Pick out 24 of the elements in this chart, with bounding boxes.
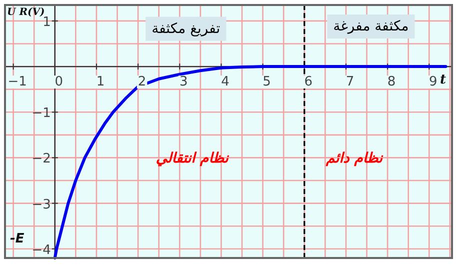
- annotation: -E: [10, 231, 24, 246]
- y-axis-title: U R(V): [7, 7, 46, 18]
- y-tick-label: −2: [32, 152, 51, 167]
- annotation: تفريغ مكثفة: [152, 20, 220, 37]
- x-tick-label: 2: [138, 74, 146, 90]
- x-tick-label: −1: [8, 74, 27, 90]
- x-tick-label: 9: [428, 74, 438, 90]
- y-tick-label: −1: [32, 106, 51, 122]
- x-tick-label: 5: [262, 74, 271, 90]
- x-tick-label: 0: [54, 74, 64, 90]
- line-series: [53, 65, 448, 260]
- x-tick-label: 1: [96, 74, 105, 90]
- annotation: نظام دائم: [325, 150, 384, 167]
- x-axis-title: t: [440, 72, 446, 88]
- annotation: نظام انتقالي: [156, 150, 230, 167]
- annotation: مكثفة مفرغة: [333, 18, 409, 35]
- x-tick-label: 8: [387, 74, 396, 90]
- x-tick-label: 4: [221, 74, 230, 90]
- y-tick-label: −3: [32, 197, 51, 212]
- x-tick-label: 3: [180, 74, 188, 90]
- x-tick-label: 7: [346, 74, 354, 90]
- y-tick-label: −4: [32, 242, 51, 258]
- y-tick-label: 1: [42, 14, 51, 30]
- x-tick-label: 6: [304, 74, 313, 90]
